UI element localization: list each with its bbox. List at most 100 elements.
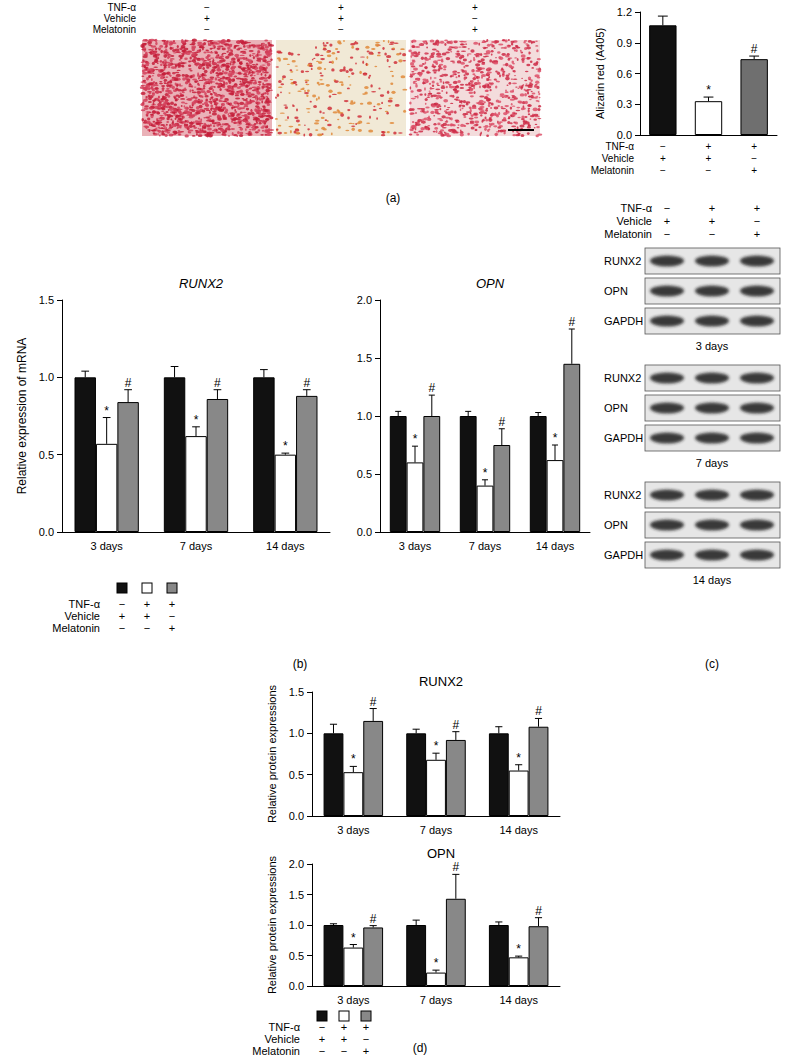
svg-text:1.2: 1.2 — [617, 6, 632, 18]
svg-text:0.0: 0.0 — [289, 810, 304, 822]
svg-text:OPN: OPN — [604, 519, 628, 531]
svg-text:+: + — [754, 202, 760, 214]
svg-text:+: + — [363, 1045, 369, 1057]
svg-text:0.0: 0.0 — [617, 129, 632, 141]
svg-text:0.5: 0.5 — [289, 950, 304, 962]
svg-text:Vehicle: Vehicle — [602, 153, 635, 164]
svg-text:0.5: 0.5 — [357, 468, 372, 480]
svg-text:*: * — [483, 466, 488, 480]
svg-text:+: + — [338, 13, 344, 24]
svg-text:1.5: 1.5 — [289, 889, 304, 901]
svg-text:OPN: OPN — [427, 846, 455, 861]
svg-text:Melatonin: Melatonin — [252, 1045, 300, 1057]
svg-text:7 days: 7 days — [420, 994, 453, 1006]
svg-text:−: − — [338, 24, 344, 35]
svg-text:*: * — [194, 413, 199, 427]
svg-text:*: * — [351, 931, 356, 945]
svg-text:+: + — [341, 1021, 347, 1033]
svg-text:14 days: 14 days — [693, 574, 732, 586]
svg-text:OPN: OPN — [476, 276, 505, 291]
svg-text:0.9: 0.9 — [617, 37, 632, 49]
svg-text:−: − — [169, 610, 175, 622]
svg-text:Relative expression of mRNA: Relative expression of mRNA — [15, 338, 29, 495]
svg-text:3 days: 3 days — [90, 540, 123, 552]
svg-text:+: + — [709, 202, 715, 214]
svg-text:GAPDH: GAPDH — [604, 315, 643, 327]
svg-text:1.0: 1.0 — [39, 371, 54, 383]
svg-text:+: + — [664, 215, 670, 227]
svg-text:1.0: 1.0 — [357, 410, 372, 422]
svg-text:+: + — [751, 141, 757, 152]
svg-text:*: * — [104, 404, 109, 418]
svg-text:#: # — [498, 415, 505, 429]
svg-text:0.0: 0.0 — [357, 526, 372, 538]
svg-text:+: + — [751, 165, 757, 176]
svg-text:−: − — [144, 622, 150, 634]
svg-text:+: + — [169, 598, 175, 610]
svg-text:*: * — [553, 431, 558, 445]
svg-text:+: + — [338, 2, 344, 13]
svg-text:7 days: 7 days — [469, 540, 502, 552]
svg-text:#: # — [370, 912, 377, 926]
svg-text:7 days: 7 days — [420, 824, 453, 836]
svg-text:3 days: 3 days — [337, 824, 370, 836]
svg-text:#: # — [303, 376, 310, 390]
svg-text:0.0: 0.0 — [289, 980, 304, 992]
svg-text:0.5: 0.5 — [289, 769, 304, 781]
svg-text:2.0: 2.0 — [357, 294, 372, 306]
svg-text:+: + — [341, 1033, 347, 1045]
svg-text:0.6: 0.6 — [617, 68, 632, 80]
svg-text:*: * — [413, 432, 418, 446]
svg-text:−: − — [319, 1045, 325, 1057]
svg-text:Vehicle: Vehicle — [104, 13, 137, 24]
svg-text:−: − — [664, 228, 670, 240]
svg-text:#: # — [535, 704, 542, 718]
svg-text:+: + — [706, 153, 712, 164]
svg-text:*: * — [516, 751, 521, 765]
svg-text:+: + — [319, 1033, 325, 1045]
svg-text:GAPDH: GAPDH — [604, 549, 643, 561]
svg-text:GAPDH: GAPDH — [604, 432, 643, 444]
svg-text:0.0: 0.0 — [39, 526, 54, 538]
svg-text:+: + — [472, 2, 478, 13]
svg-text:OPN: OPN — [604, 285, 628, 297]
svg-text:14 days: 14 days — [536, 540, 575, 552]
svg-text:+: + — [754, 228, 760, 240]
svg-text:−: − — [660, 141, 666, 152]
svg-text:1.5: 1.5 — [357, 352, 372, 364]
svg-text:+: + — [204, 13, 210, 24]
svg-text:RUNX2: RUNX2 — [179, 276, 224, 291]
svg-text:(a): (a) — [386, 191, 401, 205]
svg-text:−: − — [204, 24, 210, 35]
svg-text:Melatonin: Melatonin — [93, 24, 136, 35]
svg-text:#: # — [452, 860, 459, 874]
svg-text:7 days: 7 days — [180, 540, 213, 552]
svg-text:−: − — [472, 13, 478, 24]
svg-text:#: # — [214, 376, 221, 390]
svg-text:14 days: 14 days — [266, 540, 305, 552]
svg-text:−: − — [706, 165, 712, 176]
svg-text:TNF-α: TNF-α — [605, 141, 634, 152]
svg-text:Melatonin: Melatonin — [604, 228, 652, 240]
svg-text:+: + — [709, 215, 715, 227]
svg-text:Vehicle: Vehicle — [65, 610, 100, 622]
svg-text:RUNX2: RUNX2 — [604, 372, 641, 384]
svg-text:TNF-α: TNF-α — [621, 202, 653, 214]
svg-text:−: − — [754, 215, 760, 227]
svg-text:OPN: OPN — [604, 402, 628, 414]
svg-text:(d): (d) — [413, 1041, 428, 1055]
svg-text:Vehicle: Vehicle — [617, 215, 652, 227]
svg-text:1.5: 1.5 — [289, 686, 304, 698]
svg-text:+: + — [363, 1021, 369, 1033]
svg-text:−: − — [119, 598, 125, 610]
svg-text:7 days: 7 days — [696, 457, 729, 469]
svg-text:#: # — [370, 695, 377, 709]
svg-text:TNF-α: TNF-α — [69, 598, 101, 610]
svg-text:#: # — [568, 315, 575, 329]
svg-text:14 days: 14 days — [499, 824, 538, 836]
svg-text:*: * — [516, 942, 521, 956]
svg-text:TNF-α: TNF-α — [269, 1021, 301, 1033]
svg-text:*: * — [283, 439, 288, 453]
svg-text:1.0: 1.0 — [289, 919, 304, 931]
svg-text:+: + — [144, 598, 150, 610]
